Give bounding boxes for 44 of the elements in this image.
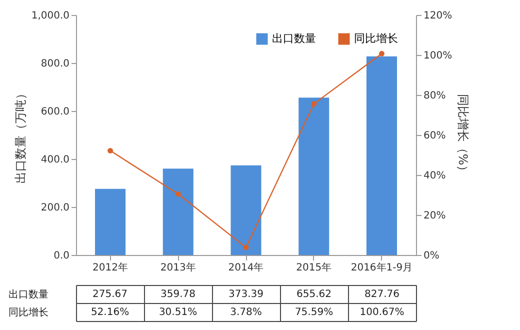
- data-label: 275.67: [92, 289, 128, 300]
- y-tick-label: 600.0: [40, 106, 70, 118]
- data-label: 359.78: [160, 289, 196, 300]
- bar: [230, 165, 262, 255]
- x-tick-label: 2016年1-9月: [350, 262, 413, 274]
- y2-tick-label: 0%: [424, 250, 440, 262]
- point: [108, 148, 114, 154]
- y2-axis-title: 同比增长（%）: [456, 94, 470, 178]
- data-label: 75.59%: [294, 307, 334, 318]
- data-label: 373.39: [228, 289, 264, 300]
- x-tick-label: 2015年: [296, 262, 332, 274]
- y2-tick-label: 80%: [424, 90, 446, 102]
- bar: [366, 56, 397, 255]
- point: [378, 50, 384, 56]
- bar: [298, 98, 330, 255]
- data-label: 52.16%: [90, 307, 130, 318]
- y-tick-label: 200.0: [40, 202, 70, 214]
- y-axis-title: 出口数量（万吨）: [13, 88, 28, 184]
- x-tick-label: 2013年: [160, 262, 196, 274]
- data-label: 827.76: [364, 289, 400, 300]
- data-label: 655.62: [296, 289, 332, 300]
- text: 同比增长: [8, 308, 48, 318]
- data-label: 100.67%: [360, 307, 404, 318]
- y2-tick-label: 60%: [424, 130, 446, 142]
- y2-tick-label: 20%: [424, 210, 446, 222]
- y-tick-label: 800.0: [40, 58, 70, 70]
- data-label: 30.51%: [158, 307, 198, 318]
- point: [311, 101, 317, 107]
- point: [175, 191, 181, 197]
- y2-tick-label: 40%: [424, 170, 446, 182]
- legend-label: 出口数量: [272, 32, 316, 45]
- text: 出口数量: [8, 290, 48, 300]
- y-tick-label: 0.0: [54, 250, 70, 262]
- y-tick-label: 400.0: [40, 154, 70, 166]
- bar: [162, 168, 194, 255]
- y-tick-label: 1,000.0: [31, 10, 70, 22]
- bar: [95, 188, 126, 255]
- data-label: 3.78%: [230, 307, 262, 318]
- legend-label: 同比增长: [354, 32, 398, 45]
- point: [243, 244, 249, 250]
- y2-tick-label: 100%: [424, 50, 452, 62]
- x-tick-label: 2012年: [92, 262, 128, 274]
- x-tick-label: 2014年: [228, 262, 264, 274]
- y2-tick-label: 120%: [424, 10, 452, 22]
